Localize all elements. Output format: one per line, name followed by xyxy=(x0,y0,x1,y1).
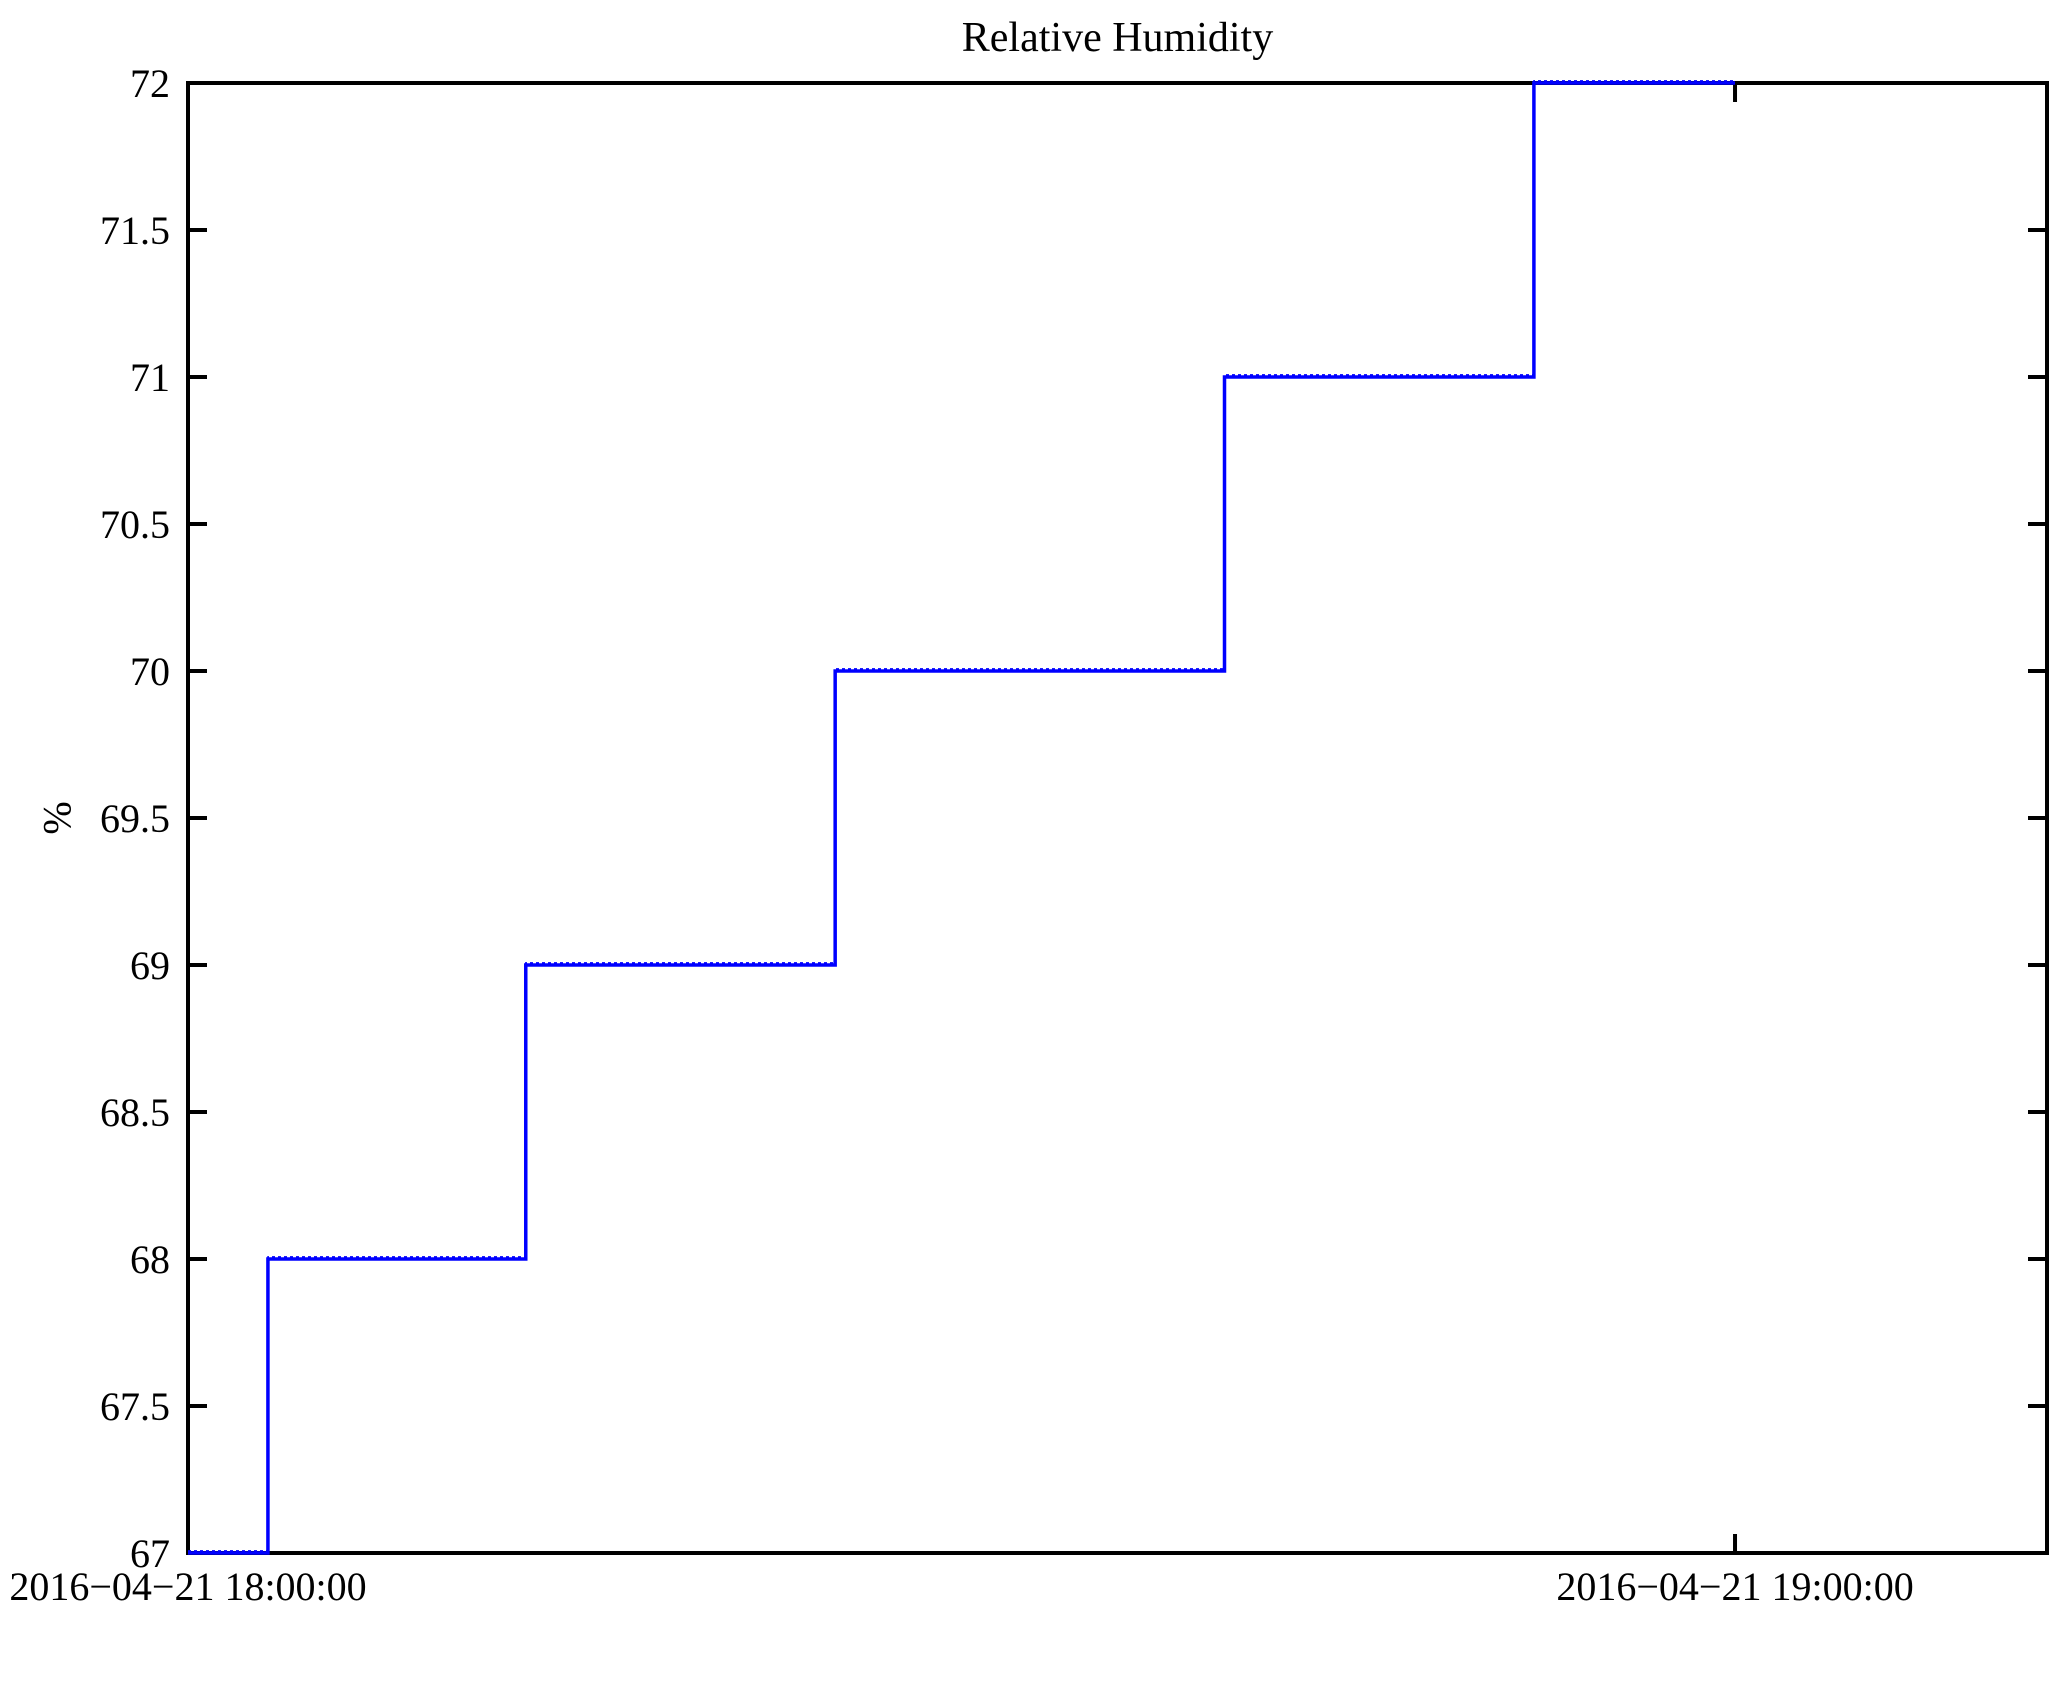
y-tick-label: 69.5 xyxy=(100,796,170,841)
y-tick-label: 69 xyxy=(130,943,170,988)
axis-box xyxy=(186,81,2049,1555)
y-tick-label: 71 xyxy=(130,355,170,400)
y-tick-label: 67 xyxy=(130,1531,170,1576)
chart-title: Relative Humidity xyxy=(961,15,1274,61)
y-tick-label: 71.5 xyxy=(100,208,170,253)
humidity-step-line-dot-texture xyxy=(188,80,1736,1552)
x-tick-label: 2016−04−21 18:00:00 xyxy=(9,1564,366,1609)
y-tick-label: 70.5 xyxy=(100,502,170,547)
x-tick-label: 2016−04−21 19:00:00 xyxy=(1556,1564,1913,1609)
y-tick-label: 70 xyxy=(130,649,170,694)
y-tick-label: 68 xyxy=(130,1237,170,1282)
y-tick-label: 68.5 xyxy=(100,1090,170,1135)
y-tick-label: 67.5 xyxy=(100,1384,170,1429)
humidity-step-line xyxy=(188,81,1736,1555)
y-tick-label: 72 xyxy=(130,61,170,106)
